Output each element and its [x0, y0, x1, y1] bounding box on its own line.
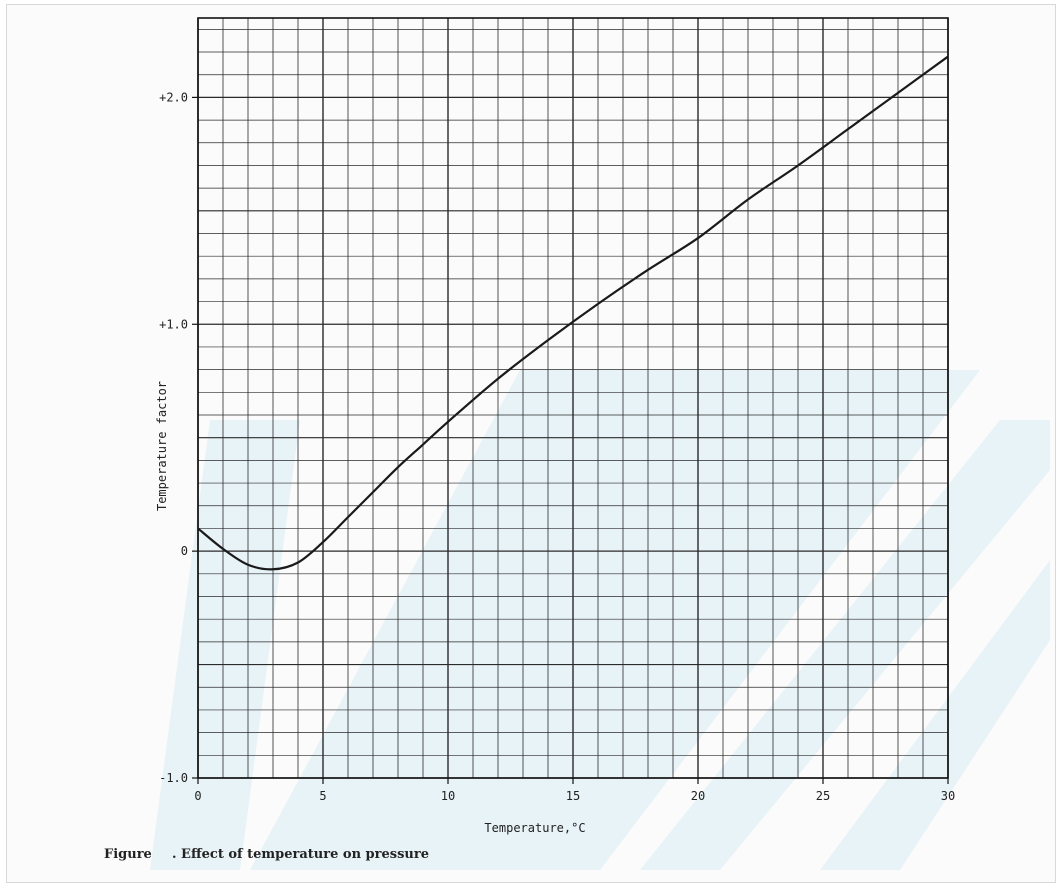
x-tick-label: 25	[816, 789, 830, 803]
y-tick-label: +1.0	[159, 317, 188, 331]
data-series	[197, 55, 949, 571]
x-tick-label: 15	[566, 789, 580, 803]
axes	[192, 17, 949, 784]
y-tick-label: -1.0	[159, 771, 188, 785]
y-tick-label: 0	[181, 544, 188, 558]
x-tick-label: 5	[319, 789, 326, 803]
watermark	[150, 370, 1050, 870]
x-tick-label: 30	[941, 789, 955, 803]
watermark-band	[150, 420, 300, 870]
y-axis-label: Temperature factor	[155, 381, 169, 511]
tick-labels: 0 5 10 15 20 25 30 -1.0 0 +1.0 +2.0	[159, 90, 955, 803]
watermark-band	[820, 560, 1050, 870]
temperature-factor-line	[197, 55, 949, 571]
x-axis-label: Temperature,°C	[484, 821, 585, 835]
figure-caption-text: . Effect of temperature on pressure	[172, 847, 429, 862]
x-tick-label: 20	[691, 789, 705, 803]
x-tick-label: 0	[194, 789, 201, 803]
x-tick-label: 10	[441, 789, 455, 803]
watermark-band	[250, 370, 980, 870]
y-tick-label: +2.0	[159, 90, 188, 104]
figure-caption-label: Figure	[104, 847, 152, 862]
